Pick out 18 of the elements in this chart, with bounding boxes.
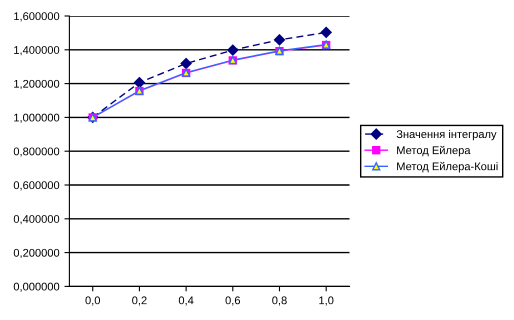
y-tick-label: 0,400000 [14, 215, 60, 224]
y-tick-label: 1,000000 [14, 114, 60, 123]
x-tick-label: 0,0 [85, 296, 100, 306]
legend-label: Метод Ейлера-Коші [397, 162, 498, 172]
x-tick-label: 0,4 [178, 296, 194, 306]
x-tick-label: 0,6 [226, 296, 240, 306]
y-tick-label: 0,200000 [14, 248, 60, 258]
y-tick-label: 1,200000 [14, 80, 60, 90]
legend-label: Значення інтегралу [396, 130, 497, 140]
y-tick-label: 1,600000 [14, 12, 60, 22]
x-tick-label: 0,2 [132, 296, 147, 306]
x-tick-label: 1,0 [319, 296, 334, 306]
x-tick-label: 0,8 [272, 296, 287, 306]
y-tick-label: 0,000000 [14, 282, 60, 292]
y-tick-label: 0,800000 [14, 147, 60, 157]
legend-label: Метод Ейлера [397, 146, 471, 156]
y-tick-label: 1,400000 [14, 46, 60, 56]
y-tick-label: 0,600000 [14, 181, 60, 190]
